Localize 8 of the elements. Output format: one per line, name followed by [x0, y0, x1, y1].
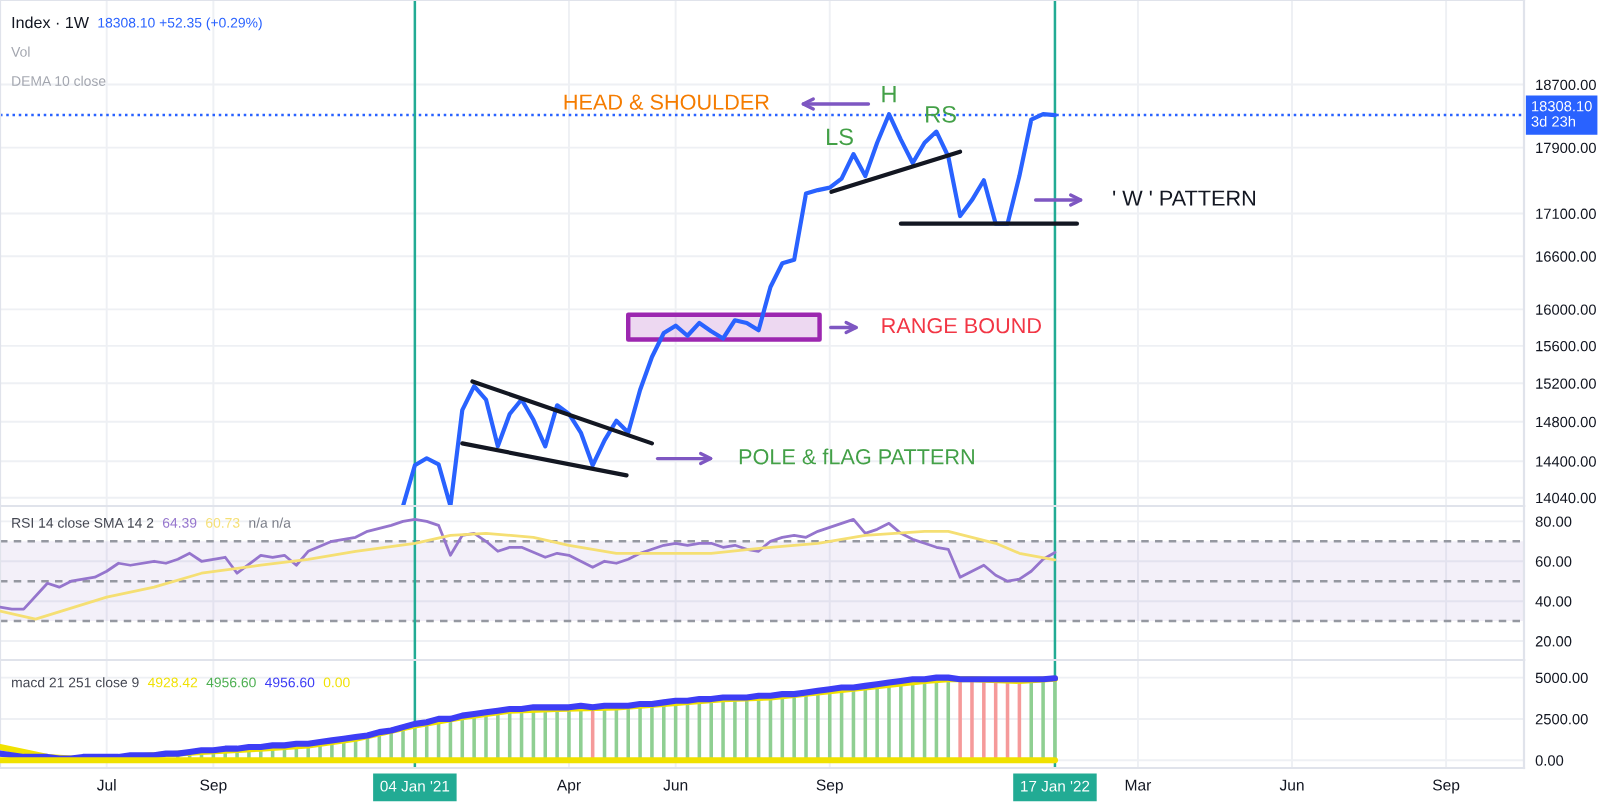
annotation: RANGE BOUND [882, 317, 1041, 334]
annotation: RS [926, 105, 956, 123]
annotation: LS [827, 128, 853, 146]
annotation: ' W ' PATTERN [1113, 190, 1255, 206]
annotation: HEAD & SHOULDER [564, 94, 769, 110]
annotation: POLE & fLAG PATTERN [739, 448, 974, 465]
text: Index · 1W [12, 16, 89, 29]
annotation: H [882, 85, 896, 103]
